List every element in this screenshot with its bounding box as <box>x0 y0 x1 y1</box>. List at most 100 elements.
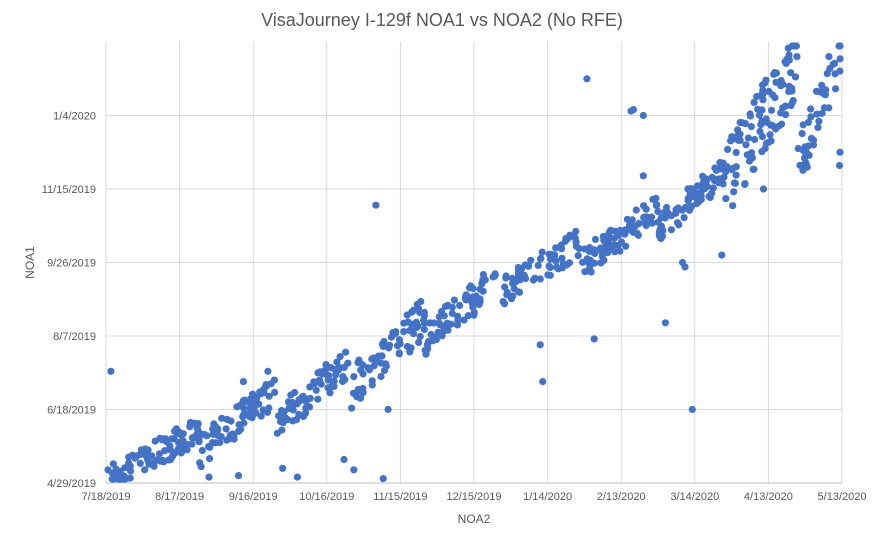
data-point <box>732 148 740 157</box>
data-point <box>427 330 435 339</box>
data-point <box>764 138 773 147</box>
data-point <box>141 466 149 474</box>
x-axis-title: NOA2 <box>458 512 491 526</box>
data-point <box>384 405 392 414</box>
data-point <box>729 202 737 210</box>
data-point <box>382 360 390 368</box>
data-point <box>646 215 654 223</box>
data-point <box>736 118 744 127</box>
data-point <box>794 144 802 153</box>
data-point <box>270 376 278 384</box>
data-point <box>406 348 414 356</box>
data-point <box>836 42 844 50</box>
data-point <box>585 245 593 254</box>
data-point <box>714 175 722 183</box>
data-point <box>238 400 246 408</box>
data-point <box>293 473 301 481</box>
data-point <box>754 105 762 113</box>
data-point <box>536 341 544 349</box>
data-point <box>586 256 595 265</box>
x-tick-label: 10/16/2019 <box>299 491 354 503</box>
points-layer <box>104 42 844 483</box>
data-point <box>751 135 759 144</box>
data-point <box>521 261 529 269</box>
data-point <box>746 110 754 118</box>
y-tick-label: 6/18/2019 <box>47 405 96 417</box>
data-point <box>572 242 580 250</box>
data-point <box>253 393 261 401</box>
data-point <box>591 235 600 243</box>
data-point <box>603 237 611 245</box>
data-point <box>625 223 634 232</box>
data-point <box>787 69 795 77</box>
data-point <box>766 131 774 139</box>
data-point <box>395 350 403 358</box>
data-point <box>464 296 472 304</box>
data-point <box>166 442 174 450</box>
data-point <box>815 117 823 125</box>
data-point <box>681 263 689 271</box>
data-point <box>125 459 133 467</box>
data-point <box>809 136 818 144</box>
data-point <box>778 120 786 128</box>
data-point <box>598 252 607 260</box>
data-point <box>746 151 754 159</box>
data-point <box>708 173 716 181</box>
data-point <box>479 287 487 295</box>
data-point <box>403 342 411 351</box>
data-point <box>150 459 158 467</box>
data-point <box>456 301 464 310</box>
data-point <box>814 123 822 131</box>
data-point <box>350 373 358 381</box>
data-point <box>537 254 545 262</box>
data-point <box>793 53 801 61</box>
data-point <box>188 440 196 448</box>
data-point <box>287 391 295 399</box>
data-point <box>279 464 287 472</box>
data-point <box>379 342 387 350</box>
data-point <box>610 234 618 242</box>
data-point <box>763 118 771 127</box>
data-point <box>400 328 408 336</box>
data-point <box>639 172 647 180</box>
data-point <box>527 256 535 264</box>
data-point <box>353 393 361 401</box>
data-point <box>271 388 279 396</box>
data-point <box>354 385 362 393</box>
x-tick-label: 9/16/2019 <box>229 491 278 503</box>
data-point <box>703 183 711 191</box>
data-point <box>687 185 695 193</box>
data-point <box>546 271 554 279</box>
data-point <box>512 277 521 285</box>
data-point <box>312 386 320 394</box>
data-point <box>719 180 727 188</box>
data-point <box>807 105 815 113</box>
y-tick-label: 4/29/2019 <box>47 478 96 490</box>
data-point <box>239 378 247 386</box>
data-point <box>750 165 758 173</box>
data-point <box>377 372 385 381</box>
data-point <box>191 419 199 427</box>
data-point <box>178 440 186 448</box>
data-point <box>545 250 553 258</box>
data-point <box>161 447 169 455</box>
x-tick-label: 8/17/2019 <box>155 491 204 503</box>
data-point <box>741 180 749 188</box>
data-point <box>791 73 800 81</box>
data-point <box>430 319 438 327</box>
x-tick-label: 1/14/2020 <box>523 491 572 503</box>
data-point <box>264 367 272 375</box>
data-point <box>203 432 211 440</box>
data-point <box>681 203 690 212</box>
data-point <box>563 261 571 269</box>
data-point <box>831 85 840 93</box>
data-point <box>558 254 566 262</box>
data-point <box>257 412 265 420</box>
x-tick-label: 11/15/2019 <box>373 491 427 503</box>
y-axis-title: NOA1 <box>23 246 37 279</box>
data-point <box>109 460 117 468</box>
data-point <box>234 472 243 480</box>
y-tick-label: 9/26/2019 <box>47 258 96 270</box>
